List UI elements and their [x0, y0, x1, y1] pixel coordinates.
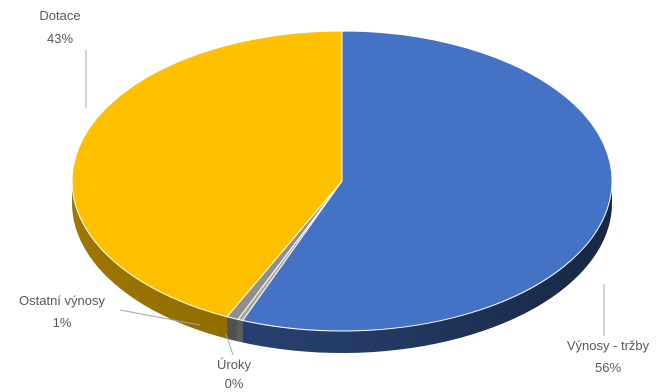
slice-label-name: Dotace — [39, 8, 80, 23]
leader-line — [119, 309, 201, 326]
pie-slice-dotace — [71, 30, 343, 318]
pie-slice-vynosy-trzby — [242, 30, 613, 332]
slice-label-name: Úroky — [217, 357, 251, 372]
pie-top — [71, 30, 613, 332]
slice-label-percent: 43% — [47, 31, 73, 46]
leader-line — [225, 333, 234, 356]
slice-label-percent: 56% — [595, 360, 621, 375]
slice-label-name: Výnosy - tržby — [567, 338, 650, 353]
slice-label-percent: 1% — [53, 315, 72, 330]
pie-sides — [72, 181, 613, 353]
label-dotace: Dotace 43% — [39, 8, 87, 108]
label-uroky: Úroky 0% — [217, 333, 251, 391]
slice-label-percent: 0% — [225, 376, 244, 391]
label-vynosy-trzby: Výnosy - tržby 56% — [567, 284, 650, 375]
slice-label-name: Ostatní výnosy — [19, 293, 105, 308]
label-ostatni-vynosy: Ostatní výnosy 1% — [19, 293, 201, 330]
